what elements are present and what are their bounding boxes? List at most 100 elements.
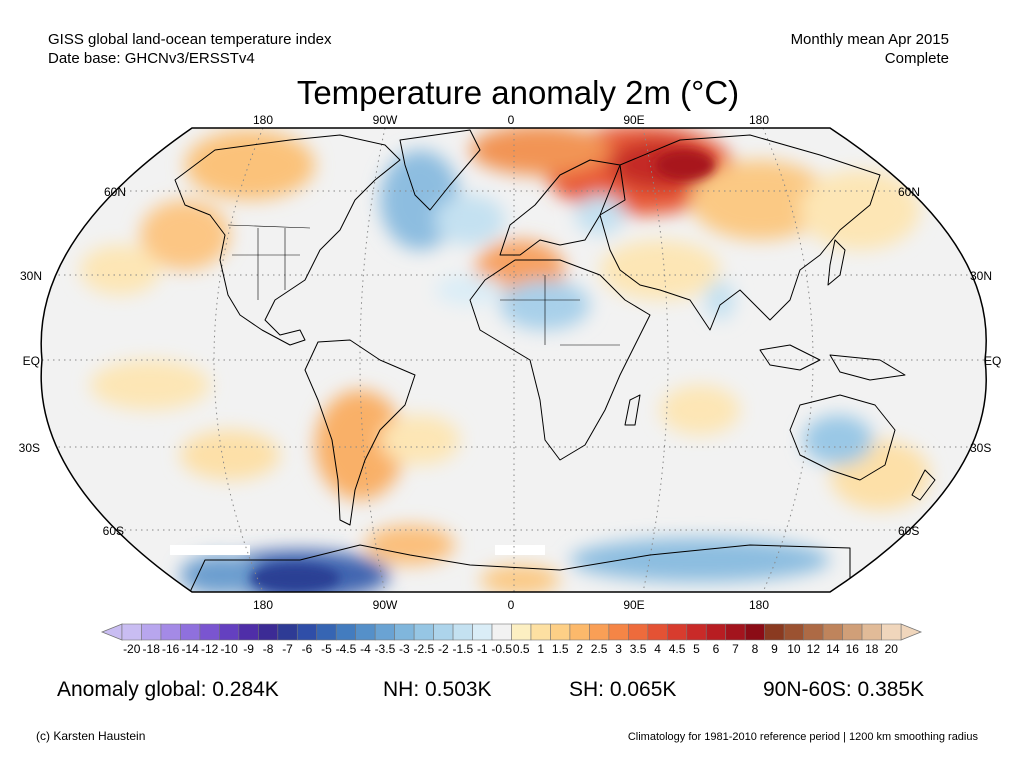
lat-label-left: EQ (23, 354, 40, 368)
colorbar-swatch (219, 623, 240, 641)
colorbar-label: 9 (771, 642, 778, 656)
colorbar-label: 0.5 (513, 642, 530, 656)
colorbar-label: -1 (477, 642, 488, 656)
colorbar-swatch (258, 623, 279, 641)
colorbar-label: 4.5 (669, 642, 686, 656)
colorbar-swatch (628, 623, 649, 641)
colorbar-swatch (803, 623, 824, 641)
colorbar-swatch (881, 623, 902, 641)
colorbar-swatch (472, 623, 493, 641)
colorbar-swatch (550, 623, 571, 641)
anomaly-field (42, 128, 985, 592)
anomaly-stats: Anomaly global: 0.284K NH: 0.503K SH: 0.… (0, 678, 1024, 706)
colorbar-swatch (783, 623, 804, 641)
lon-label-top: 180 (749, 113, 769, 127)
colorbar-label: 2 (576, 642, 583, 656)
colorbar-swatch (491, 623, 512, 641)
nh-anomaly: NH: 0.503K (383, 678, 492, 701)
colorbar-swatch (725, 623, 746, 641)
database-label: Date base: GHCNv3/ERSSTv4 (48, 50, 255, 67)
colorbar-swatch (316, 623, 337, 641)
coastlines (174, 129, 936, 592)
missing-data (170, 545, 250, 555)
colorbar-label: 18 (865, 642, 879, 656)
lat-label-right: 30S (970, 441, 991, 455)
colorbar-swatch (530, 623, 551, 641)
sh-anomaly: SH: 0.065K (569, 678, 677, 701)
colorbar-label: -10 (220, 642, 238, 656)
colorbar-swatch (666, 623, 688, 641)
colorbar-label: -3.5 (375, 642, 396, 656)
colorbar-swatch (822, 623, 843, 641)
lon-label-top: 0 (508, 113, 515, 127)
colorbar-label: -1.5 (452, 642, 473, 656)
lat-label-left: 30N (20, 269, 42, 283)
lon-label-top: 180 (253, 113, 273, 127)
graticule (42, 128, 985, 592)
colorbar-label: -4 (360, 642, 371, 656)
lat-label-left: 30S (19, 441, 40, 455)
colorbar-label: -12 (201, 642, 219, 656)
colorbar-swatch (355, 623, 376, 641)
lat-label-right: 60N (898, 185, 920, 199)
colorbar-label: 12 (807, 642, 821, 656)
completeness-label: Complete (884, 50, 949, 67)
colorbar: -20 -18 -16 -14 -12 -10 -9 -8 -7 -6 -5 -4.5 -4 -3.5 -3… (100, 623, 923, 656)
colorbar-label: -8 (263, 642, 274, 656)
colorbar-swatch (180, 623, 201, 641)
lon-label-top: 90W (373, 113, 398, 127)
colorbar-label: 6 (713, 642, 720, 656)
colorbar-swatch (764, 623, 785, 641)
lon-label-bottom: 90E (623, 598, 644, 612)
colorbar-swatch (744, 623, 765, 641)
period-label: Monthly mean Apr 2015 (790, 31, 949, 48)
colorbar-swatch (413, 623, 434, 641)
lon-label-top: 90E (623, 113, 644, 127)
header-right: Monthly mean Apr 2015 Complete (791, 30, 949, 68)
lat-label-right: 30N (970, 269, 992, 283)
colorbar-label: -7 (282, 642, 293, 656)
map-title: Temperature anomaly 2m (°C) (296, 74, 740, 111)
globe-border (40, 127, 987, 593)
author-credit: (c) Karsten Haustein (36, 729, 146, 743)
colorbar-swatch (277, 623, 298, 641)
header-left: GISS global land-ocean temperature index… (48, 30, 332, 68)
colorbar-swatch (511, 623, 532, 641)
colorbar-label: 3.5 (630, 642, 647, 656)
colorbar-swatch (452, 623, 473, 641)
colorbar-label: -16 (162, 642, 180, 656)
climatology-note: Climatology for 1981-2010 reference peri… (627, 731, 978, 743)
colorbar-label: -4.5 (336, 642, 357, 656)
colorbar-label: -18 (143, 642, 161, 656)
colorbar-swatch (296, 623, 318, 641)
colorbar-label: 1 (537, 642, 544, 656)
colorbar-label: 3 (615, 642, 622, 656)
colorbar-label: 20 (885, 642, 899, 656)
colorbar-swatch (861, 623, 882, 641)
colorbar-label: 14 (826, 642, 840, 656)
colorbar-label: -6 (302, 642, 313, 656)
colorbar-label: 7 (732, 642, 739, 656)
colorbar-label: 10 (787, 642, 801, 656)
missing-data (495, 545, 545, 555)
colorbar-label: 8 (752, 642, 759, 656)
colorbar-arrow-high (900, 623, 923, 641)
lat-label-right: 60S (898, 524, 919, 538)
lat-label-right: EQ (984, 354, 1001, 368)
colorbar-label: -9 (243, 642, 254, 656)
colorbar-label: 4 (654, 642, 661, 656)
lat-label-left: 60S (103, 524, 124, 538)
colorbar-arrow-low (100, 623, 123, 641)
colorbar-label: 1.5 (552, 642, 569, 656)
colorbar-label: -5 (321, 642, 332, 656)
colorbar-label: 5 (693, 642, 700, 656)
colorbar-swatch (608, 623, 629, 641)
colorbar-swatch (160, 623, 181, 641)
colorbar-swatch (199, 623, 220, 641)
colorbar-swatch (141, 623, 162, 641)
colorbar-swatch (569, 623, 590, 641)
colorbar-swatch (842, 623, 863, 641)
90n-60s-anomaly: 90N-60S: 0.385K (763, 678, 925, 701)
colorbar-swatch (238, 623, 259, 641)
